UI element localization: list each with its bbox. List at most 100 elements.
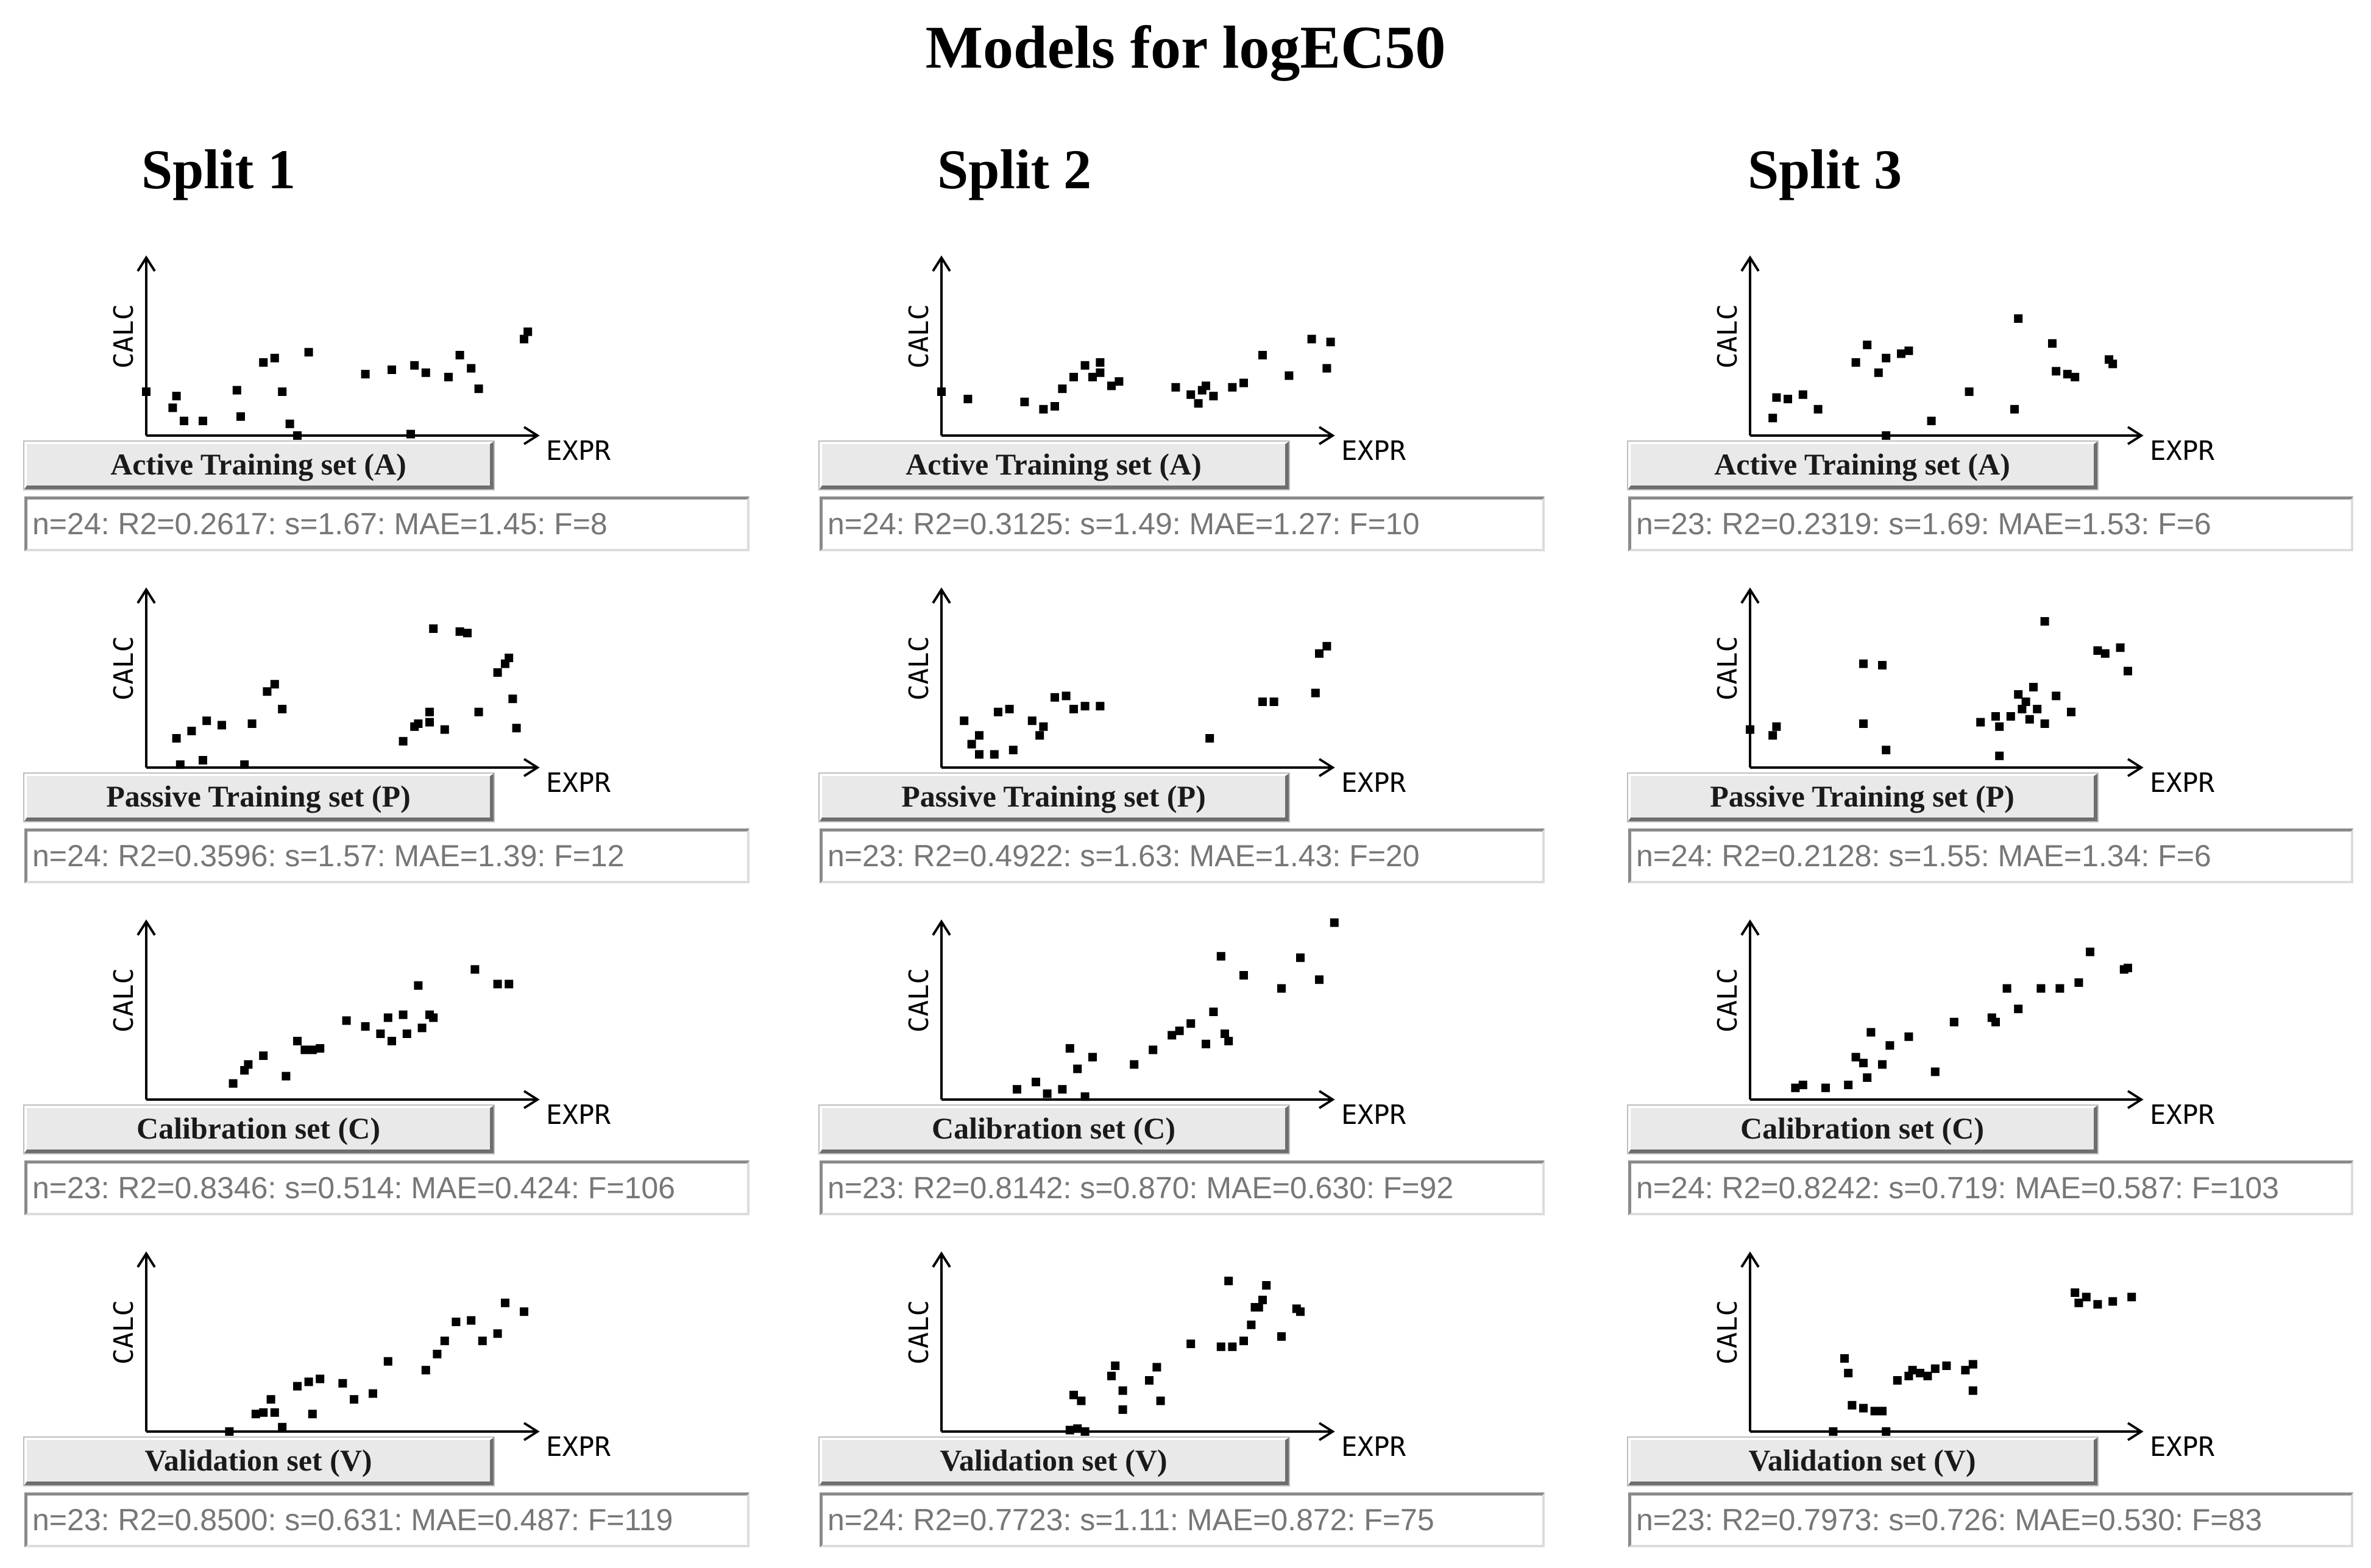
data-point: [975, 731, 983, 740]
data-point: [1904, 346, 1913, 355]
data-point: [463, 629, 472, 638]
data-point: [1961, 1366, 1970, 1375]
data-point: [270, 1408, 279, 1417]
x-axis-label: EXPR: [1341, 1432, 1406, 1463]
data-point: [1020, 397, 1029, 406]
y-axis-arrow: [136, 1251, 156, 1268]
data-point: [1168, 1031, 1177, 1040]
y-axis-arrow: [932, 255, 951, 272]
data-point: [1027, 716, 1037, 726]
data-point: [1840, 1354, 1849, 1363]
data-point: [259, 1051, 268, 1060]
data-point: [2108, 1297, 2118, 1306]
data-point: [2021, 697, 2030, 706]
set-button-split1-passive[interactable]: Passive Training set (P): [24, 774, 494, 821]
data-point: [338, 1379, 347, 1388]
data-point: [429, 1013, 438, 1022]
data-point: [1995, 722, 2004, 731]
set-button-split2-active[interactable]: Active Training set (A): [820, 442, 1289, 489]
data-point: [236, 412, 245, 421]
y-axis-label: CALC: [1712, 304, 1743, 369]
data-point: [2063, 370, 2072, 379]
set-button-split3-calibration[interactable]: Calibration set (C): [1628, 1106, 2097, 1153]
set-button-split3-active[interactable]: Active Training set (A): [1628, 442, 2097, 489]
data-point: [1882, 1427, 1891, 1436]
data-point: [1285, 371, 1294, 380]
data-point: [2124, 666, 2132, 676]
data-point: [1746, 725, 1754, 734]
data-point: [2124, 964, 2132, 972]
data-point: [1216, 952, 1225, 961]
data-point: [1885, 1041, 1894, 1050]
data-point: [282, 1072, 291, 1081]
data-point: [1216, 1342, 1225, 1351]
data-point: [1043, 1089, 1052, 1098]
x-axis-arrow: [523, 1090, 540, 1109]
data-point: [1908, 1366, 1917, 1375]
data-point: [1258, 351, 1267, 359]
data-point: [505, 654, 514, 662]
data-point: [1829, 1427, 1838, 1436]
data-point: [1882, 746, 1891, 755]
split-3-heading: Split 3: [1748, 138, 1902, 200]
data-point: [1035, 731, 1044, 740]
data-point: [180, 417, 188, 425]
data-point: [293, 431, 302, 440]
data-point: [278, 1422, 287, 1432]
data-point: [225, 1427, 234, 1436]
data-point: [259, 1408, 268, 1417]
data-point: [1968, 1386, 1977, 1395]
x-axis-label: EXPR: [546, 1432, 611, 1463]
data-point: [1073, 1064, 1082, 1073]
data-point: [1205, 734, 1214, 743]
y-axis-label: CALC: [108, 1300, 140, 1365]
data-point: [433, 1349, 442, 1358]
data-point: [168, 403, 177, 412]
stats-field-split2-active: n=24: R2=0.3125: s=1.49: MAE=1.27: F=10: [820, 496, 1545, 551]
y-axis-arrow: [1740, 587, 1760, 604]
data-point: [1239, 378, 1248, 387]
data-point: [304, 348, 313, 357]
data-point: [2100, 649, 2110, 658]
x-axis-arrow: [523, 426, 540, 445]
set-button-split3-passive[interactable]: Passive Training set (P): [1628, 774, 2097, 821]
data-point: [1897, 349, 1905, 358]
data-point: [1859, 719, 1868, 728]
x-axis-label: EXPR: [2150, 1100, 2214, 1131]
set-button-split2-passive[interactable]: Passive Training set (P): [820, 774, 1289, 821]
data-point: [1798, 1081, 1807, 1089]
set-button-split1-validation[interactable]: Validation set (V): [24, 1438, 494, 1485]
data-point: [293, 1382, 302, 1391]
data-point: [1262, 1281, 1271, 1290]
data-point: [1995, 751, 2004, 760]
data-point: [1111, 1361, 1120, 1370]
data-point: [1080, 1092, 1090, 1101]
data-point: [1859, 1059, 1868, 1067]
data-point: [508, 694, 517, 704]
set-button-split3-validation[interactable]: Validation set (V): [1628, 1438, 2097, 1485]
data-point: [2082, 1293, 2091, 1302]
data-point: [1058, 384, 1067, 394]
data-point: [1315, 975, 1324, 984]
scatter-plot-split2-passive: EXPR CALC: [904, 587, 1406, 799]
set-button-split2-validation[interactable]: Validation set (V): [820, 1438, 1289, 1485]
data-point: [2010, 404, 2019, 414]
data-point: [2018, 705, 2027, 713]
data-point: [1175, 1026, 1184, 1036]
data-point: [1080, 1427, 1090, 1436]
data-point: [1039, 722, 1048, 731]
y-axis-arrow: [1740, 1251, 1760, 1268]
set-button-split2-calibration[interactable]: Calibration set (C): [820, 1106, 1289, 1153]
data-point: [2108, 359, 2118, 369]
data-point: [266, 1395, 275, 1404]
data-point: [1326, 337, 1335, 347]
data-point: [1991, 1017, 2000, 1026]
data-point: [429, 624, 438, 633]
set-button-split1-active[interactable]: Active Training set (A): [24, 442, 494, 489]
data-point: [1927, 417, 1936, 425]
set-button-split1-calibration[interactable]: Calibration set (C): [24, 1106, 494, 1153]
data-point: [1768, 731, 1777, 740]
data-point: [1322, 641, 1331, 651]
data-point: [2055, 984, 2064, 993]
data-point: [1904, 1032, 1913, 1041]
